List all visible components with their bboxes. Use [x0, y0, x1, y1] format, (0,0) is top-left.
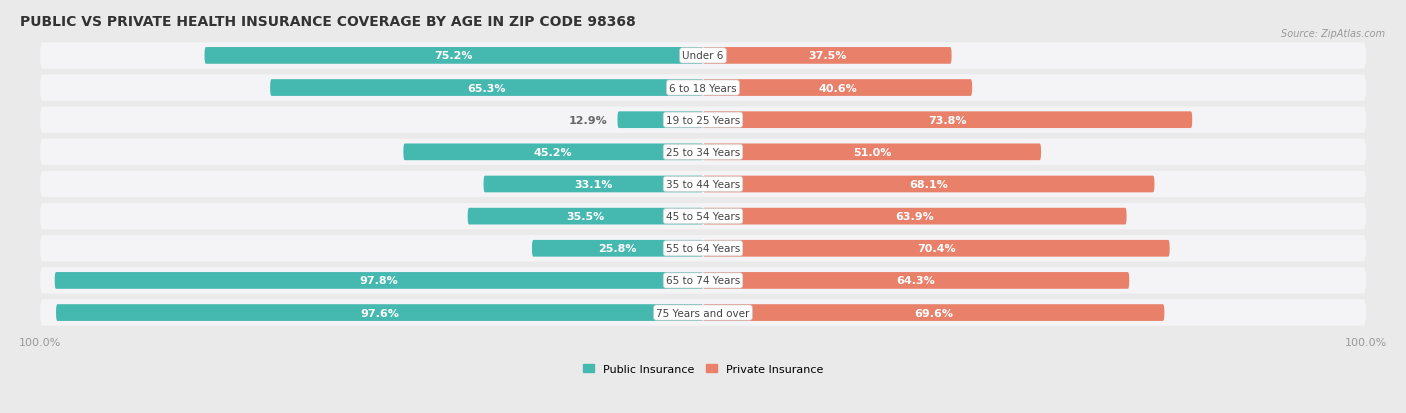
Text: 75 Years and over: 75 Years and over [657, 308, 749, 318]
FancyBboxPatch shape [41, 300, 1365, 326]
Text: 70.4%: 70.4% [917, 244, 956, 254]
FancyBboxPatch shape [41, 235, 1365, 262]
Text: 37.5%: 37.5% [808, 51, 846, 61]
Legend: Public Insurance, Private Insurance: Public Insurance, Private Insurance [583, 364, 823, 374]
FancyBboxPatch shape [404, 144, 703, 161]
Text: 35 to 44 Years: 35 to 44 Years [666, 180, 740, 190]
FancyBboxPatch shape [703, 304, 1164, 321]
Text: Source: ZipAtlas.com: Source: ZipAtlas.com [1281, 29, 1385, 39]
Text: 45 to 54 Years: 45 to 54 Years [666, 211, 740, 222]
Text: Under 6: Under 6 [682, 51, 724, 61]
Text: 63.9%: 63.9% [896, 211, 934, 222]
Text: 65.3%: 65.3% [467, 83, 506, 93]
Text: 25.8%: 25.8% [598, 244, 637, 254]
FancyBboxPatch shape [41, 171, 1365, 198]
Text: 25 to 34 Years: 25 to 34 Years [666, 147, 740, 157]
Text: 97.6%: 97.6% [360, 308, 399, 318]
FancyBboxPatch shape [703, 144, 1040, 161]
Text: PUBLIC VS PRIVATE HEALTH INSURANCE COVERAGE BY AGE IN ZIP CODE 98368: PUBLIC VS PRIVATE HEALTH INSURANCE COVER… [20, 15, 636, 29]
Text: 45.2%: 45.2% [534, 147, 572, 157]
FancyBboxPatch shape [703, 208, 1126, 225]
FancyBboxPatch shape [703, 80, 972, 97]
Text: 40.6%: 40.6% [818, 83, 856, 93]
Text: 19 to 25 Years: 19 to 25 Years [666, 115, 740, 126]
FancyBboxPatch shape [617, 112, 703, 129]
FancyBboxPatch shape [703, 176, 1154, 193]
FancyBboxPatch shape [703, 48, 952, 64]
FancyBboxPatch shape [41, 268, 1365, 294]
FancyBboxPatch shape [55, 273, 703, 289]
FancyBboxPatch shape [531, 240, 703, 257]
Text: 69.6%: 69.6% [914, 308, 953, 318]
FancyBboxPatch shape [468, 208, 703, 225]
Text: 64.3%: 64.3% [897, 276, 935, 286]
FancyBboxPatch shape [41, 107, 1365, 133]
Text: 6 to 18 Years: 6 to 18 Years [669, 83, 737, 93]
Text: 12.9%: 12.9% [569, 115, 607, 126]
Text: 75.2%: 75.2% [434, 51, 472, 61]
FancyBboxPatch shape [41, 139, 1365, 166]
FancyBboxPatch shape [703, 112, 1192, 129]
FancyBboxPatch shape [703, 273, 1129, 289]
Text: 73.8%: 73.8% [928, 115, 967, 126]
Text: 68.1%: 68.1% [910, 180, 948, 190]
FancyBboxPatch shape [41, 204, 1365, 230]
FancyBboxPatch shape [204, 48, 703, 64]
FancyBboxPatch shape [41, 43, 1365, 69]
Text: 35.5%: 35.5% [567, 211, 605, 222]
FancyBboxPatch shape [484, 176, 703, 193]
Text: 55 to 64 Years: 55 to 64 Years [666, 244, 740, 254]
Text: 33.1%: 33.1% [574, 180, 613, 190]
Text: 51.0%: 51.0% [853, 147, 891, 157]
FancyBboxPatch shape [703, 240, 1170, 257]
Text: 65 to 74 Years: 65 to 74 Years [666, 276, 740, 286]
Text: 97.8%: 97.8% [360, 276, 398, 286]
FancyBboxPatch shape [41, 75, 1365, 102]
FancyBboxPatch shape [56, 304, 703, 321]
FancyBboxPatch shape [270, 80, 703, 97]
